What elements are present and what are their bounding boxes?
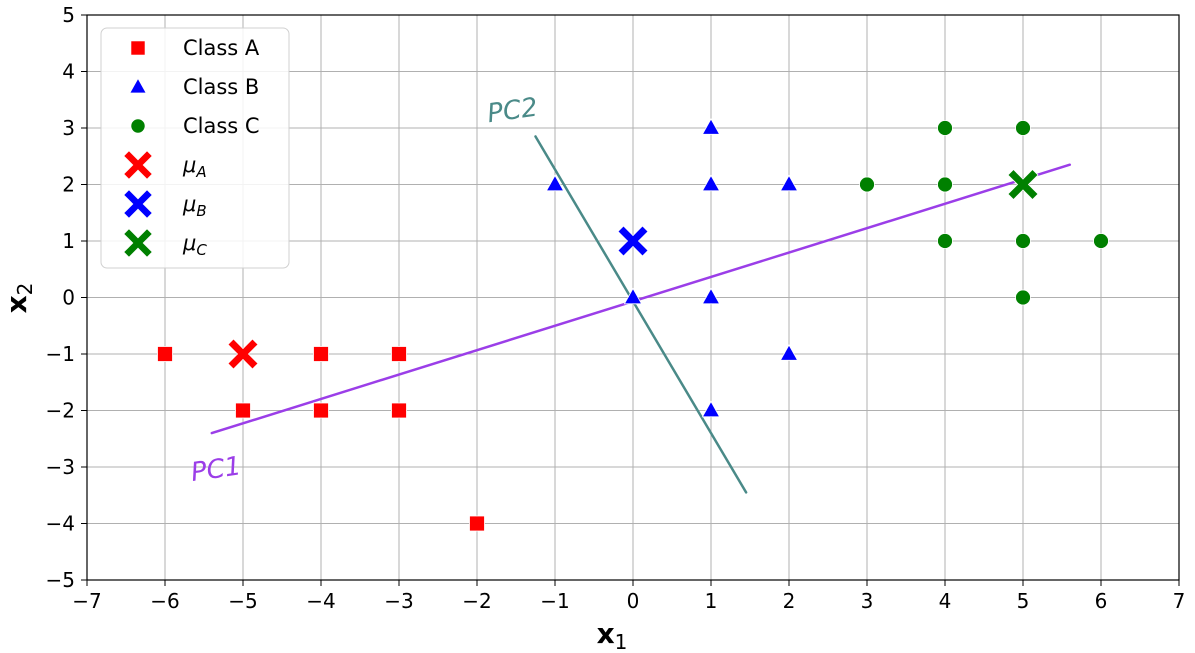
- y-tick-label: 5: [62, 3, 75, 27]
- class-b-point: [701, 400, 721, 418]
- x-axis-label: x1: [597, 617, 628, 653]
- legend-label: μB: [182, 192, 207, 220]
- class-c-point: [859, 176, 875, 193]
- pc1-line: [210, 163, 1072, 435]
- tick-labels: −7 −6 −5 −4 −3 −2 −1 0 1 2 3 4 5 6 7 −5 −4 −3 −2 −1 0 1 2 3 4 5: [46, 3, 1186, 613]
- legend-label: Class B: [183, 75, 259, 99]
- class-c-point: [937, 233, 953, 249]
- class-b-point: [701, 287, 721, 305]
- y-tick-label: −5: [46, 568, 75, 592]
- x-tick-label: −4: [306, 589, 335, 613]
- y-tick-label: −3: [46, 455, 75, 479]
- y-tick-label: −4: [46, 512, 75, 536]
- y-tick-label: −1: [46, 342, 75, 366]
- legend: Class A Class B Class C μA μB μC: [100, 27, 290, 269]
- x-tick-label: 3: [861, 589, 874, 613]
- y-tick-label: 1: [62, 229, 75, 253]
- legend-x-icon: [123, 228, 153, 258]
- class-a-point: [391, 346, 407, 362]
- x-tick-label: 6: [1095, 589, 1108, 613]
- legend-x-icon: [123, 150, 153, 180]
- class-c-point: [1015, 120, 1031, 136]
- class-means: [227, 168, 1039, 370]
- legend-box: [100, 27, 290, 269]
- legend-triangle-icon: [129, 77, 147, 94]
- class-c-point: [1093, 233, 1109, 249]
- mean-c-marker: [1007, 168, 1039, 201]
- y-axis-label: x2: [0, 283, 37, 314]
- y-tick-label: 0: [62, 286, 75, 310]
- x-tick-label: −1: [540, 589, 569, 613]
- x-tick-label: 1: [705, 589, 718, 613]
- pc2-annotation: PC2: [485, 93, 539, 130]
- legend-label: μC: [182, 231, 207, 259]
- class-a-point: [235, 402, 251, 419]
- x-tick-label: 2: [783, 589, 796, 613]
- legend-square-icon: [130, 40, 146, 56]
- data-points: [157, 118, 1109, 532]
- class-b-point: [623, 287, 643, 305]
- principal-component-lines: [210, 135, 1072, 494]
- annotations: PC2 PC1: [189, 93, 539, 488]
- class-a-point: [469, 515, 485, 532]
- y-tick-label: 4: [62, 60, 75, 84]
- class-b-point: [779, 344, 799, 361]
- class-b-point: [545, 174, 565, 192]
- legend-x-icon: [123, 189, 153, 219]
- mean-b-marker: [617, 225, 649, 257]
- x-tick-label: 5: [1017, 589, 1030, 613]
- class-a-point: [313, 346, 329, 362]
- class-c-point: [937, 120, 953, 136]
- class-b-point: [701, 118, 721, 135]
- pc1-annotation: PC1: [189, 451, 243, 488]
- x-tick-label: 7: [1173, 589, 1186, 613]
- class-a-point: [313, 402, 329, 419]
- y-tick-label: 3: [62, 116, 75, 140]
- class-b-point: [701, 174, 721, 192]
- x-tick-label: −5: [228, 589, 257, 613]
- x-tick-label: 4: [939, 589, 952, 613]
- class-b-point: [779, 174, 799, 192]
- pc2-line: [534, 135, 748, 494]
- legend-circle-icon: [130, 118, 146, 134]
- x-tick-label: −6: [150, 589, 179, 613]
- class-a-point: [391, 402, 407, 419]
- class-a-point: [157, 346, 173, 362]
- class-c-point: [1015, 233, 1031, 249]
- y-tick-label: −2: [46, 399, 75, 423]
- x-tick-label: −7: [72, 589, 101, 613]
- mean-a-marker: [227, 338, 259, 370]
- x-tick-label: 0: [627, 589, 640, 613]
- x-tick-label: −2: [462, 589, 491, 613]
- y-tick-label: 2: [62, 173, 75, 197]
- x-tick-label: −3: [384, 589, 413, 613]
- legend-label: Class C: [183, 114, 260, 138]
- class-c-point: [937, 176, 953, 193]
- legend-label: Class A: [183, 36, 260, 60]
- class-c-point: [1015, 289, 1031, 306]
- legend-label: μA: [182, 153, 207, 181]
